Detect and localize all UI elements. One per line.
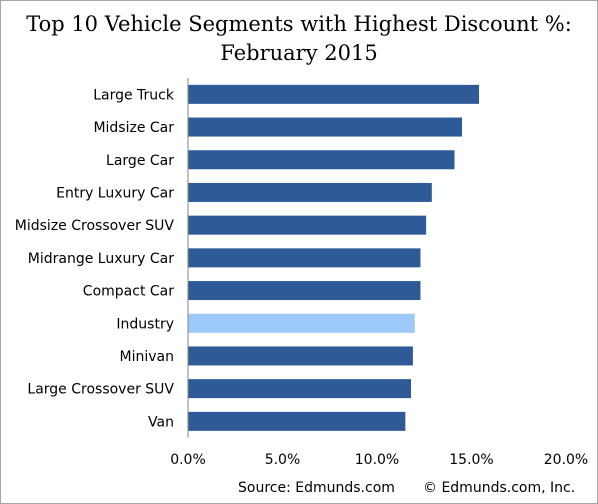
x-tick-label: 15.0% <box>449 452 493 468</box>
bar-midsize-car <box>188 117 463 137</box>
bar-entry-luxury-car <box>188 182 432 202</box>
category-label-midrange-luxury-car: Midrange Luxury Car <box>28 251 174 267</box>
category-labels-group: Large Truck Midsize Car Large Car Entry Lux… <box>15 87 175 430</box>
x-tick-label: 5.0% <box>265 452 301 468</box>
category-label-minivan: Minivan <box>120 349 174 365</box>
bar-midrange-luxury-car <box>188 248 421 268</box>
bars-group <box>188 84 480 431</box>
copyright-label: © Edmunds.com, Inc. <box>423 480 576 496</box>
category-label-midsize-crossover-suv: Midsize Crossover SUV <box>15 218 175 234</box>
category-label-van: Van <box>148 414 174 430</box>
source-label: Source: Edmunds.com <box>238 480 395 496</box>
chart-title-line-1: Top 10 Vehicle Segments with Highest Dis… <box>26 12 572 36</box>
bar-minivan <box>188 346 413 366</box>
bar-midsize-crossover-suv <box>188 215 427 235</box>
bar-van <box>188 411 406 431</box>
chart-title: Top 10 Vehicle Segments with Highest Dis… <box>0 10 598 68</box>
x-tick-labels-group: 0.0% 5.0% 10.0% 15.0% 20.0% <box>170 452 588 468</box>
x-tick-label: 20.0% <box>544 452 588 468</box>
x-tick-label: 10.0% <box>355 452 399 468</box>
category-label-midsize-car: Midsize Car <box>93 120 174 136</box>
bar-large-car <box>188 150 455 170</box>
bar-large-crossover-suv <box>188 379 412 399</box>
x-tick-label: 0.0% <box>170 452 206 468</box>
category-label-industry: Industry <box>116 316 174 332</box>
category-label-large-car: Large Car <box>106 153 174 169</box>
bar-large-truck <box>188 84 480 104</box>
category-label-large-truck: Large Truck <box>93 87 175 103</box>
bar-compact-car <box>188 281 421 301</box>
category-label-entry-luxury-car: Entry Luxury Car <box>56 185 174 201</box>
bar-industry <box>188 313 415 333</box>
category-label-compact-car: Compact Car <box>83 284 174 300</box>
category-label-large-crossover-suv: Large Crossover SUV <box>27 382 174 398</box>
chart-title-line-2: February 2015 <box>220 41 378 65</box>
